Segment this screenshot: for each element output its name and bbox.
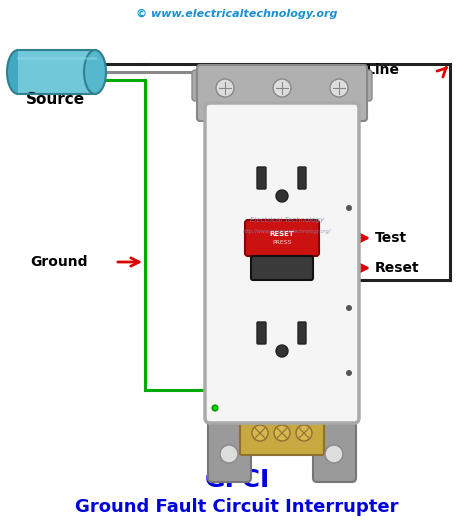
- Text: GFCI: GFCI: [204, 468, 270, 492]
- Circle shape: [216, 79, 234, 97]
- Circle shape: [276, 345, 288, 357]
- Text: PRESS: PRESS: [272, 240, 292, 244]
- Text: Ground Fault Circuit Interrupter: Ground Fault Circuit Interrupter: [75, 498, 399, 516]
- Circle shape: [346, 205, 352, 211]
- Text: Electrical Technology: Electrical Technology: [250, 217, 324, 223]
- FancyBboxPatch shape: [205, 103, 359, 423]
- Text: http://www.electricaltechnology.org/: http://www.electricaltechnology.org/: [243, 230, 331, 234]
- FancyBboxPatch shape: [298, 322, 306, 344]
- Text: Reset: Reset: [375, 261, 419, 275]
- Polygon shape: [18, 50, 95, 94]
- Ellipse shape: [7, 50, 29, 94]
- FancyBboxPatch shape: [313, 417, 356, 482]
- Circle shape: [346, 305, 352, 311]
- Text: Source: Source: [26, 93, 84, 107]
- Circle shape: [296, 425, 312, 441]
- Text: Hot or Line: Hot or Line: [312, 63, 399, 77]
- Circle shape: [330, 79, 348, 97]
- Circle shape: [346, 370, 352, 376]
- Circle shape: [276, 190, 288, 202]
- FancyBboxPatch shape: [251, 256, 313, 280]
- Circle shape: [274, 425, 290, 441]
- FancyBboxPatch shape: [341, 70, 372, 101]
- FancyBboxPatch shape: [257, 167, 266, 189]
- FancyBboxPatch shape: [192, 70, 223, 101]
- FancyBboxPatch shape: [197, 65, 367, 121]
- Circle shape: [252, 425, 268, 441]
- Text: © www.electricaltechnology.org: © www.electricaltechnology.org: [136, 9, 338, 19]
- FancyBboxPatch shape: [245, 220, 319, 256]
- FancyBboxPatch shape: [240, 411, 324, 455]
- FancyBboxPatch shape: [208, 417, 251, 482]
- Text: Neutral: Neutral: [242, 113, 301, 127]
- Circle shape: [212, 405, 218, 411]
- Circle shape: [273, 79, 291, 97]
- Text: Ground: Ground: [30, 255, 88, 269]
- Text: Test: Test: [375, 231, 407, 245]
- Circle shape: [325, 445, 343, 463]
- Text: RESET: RESET: [270, 231, 294, 237]
- Circle shape: [220, 445, 238, 463]
- FancyBboxPatch shape: [298, 167, 306, 189]
- Ellipse shape: [84, 50, 106, 94]
- FancyBboxPatch shape: [257, 322, 266, 344]
